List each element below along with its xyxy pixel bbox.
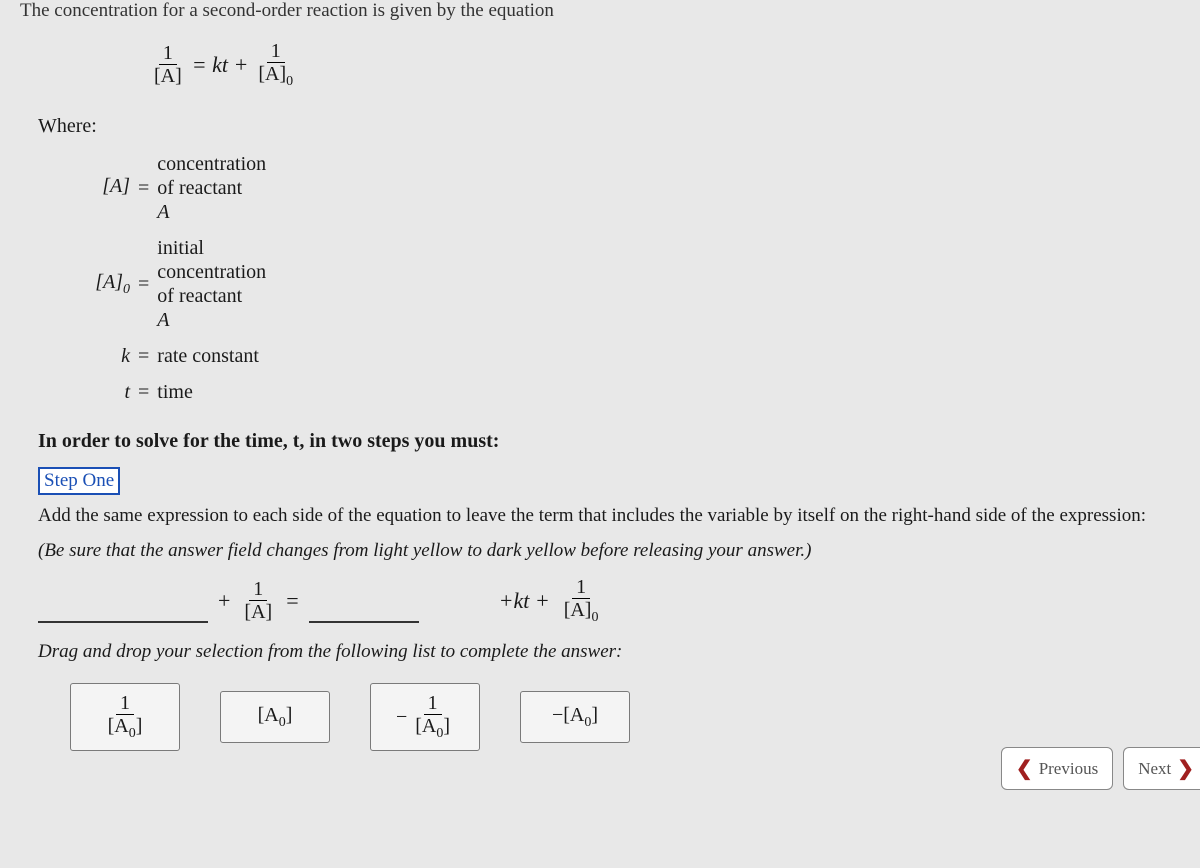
def-row: k = rate constant xyxy=(70,344,1180,368)
hint-text: (Be sure that the answer field changes f… xyxy=(20,540,1180,576)
frac-den: [A] xyxy=(150,65,186,87)
def-text: time xyxy=(157,380,193,404)
next-button[interactable]: Next ❯ xyxy=(1123,747,1200,790)
previous-label: Previous xyxy=(1039,759,1099,779)
equals-sign: = xyxy=(286,588,298,614)
drop-target-left[interactable] xyxy=(38,579,208,623)
frac-den: [A]0 xyxy=(254,63,297,89)
chevron-left-icon: ❮ xyxy=(1016,756,1033,781)
previous-button[interactable]: ❮ Previous xyxy=(1001,747,1113,790)
option-1-over-a0[interactable]: 1 [A0] xyxy=(70,683,180,750)
frac-num: 1 xyxy=(159,42,177,65)
frac-den: [A]0 xyxy=(560,599,603,625)
def-row: t = time xyxy=(70,380,1180,404)
answer-equation-row: + 1 [A] = +kt + 1 [A]0 xyxy=(20,576,1180,641)
def-symbol: [A]0 xyxy=(70,271,130,298)
def-symbol: k xyxy=(70,345,130,368)
where-label: Where: xyxy=(20,109,1180,152)
def-text: initial concentration of reactant A xyxy=(157,236,266,332)
def-text: concentration of reactant A xyxy=(157,152,266,224)
frac-den: [A] xyxy=(240,601,276,623)
instruction-heading: In order to solve for the time, t, in tw… xyxy=(20,416,1180,463)
definition-list: [A] = concentration of reactant A [A]0 =… xyxy=(20,152,1180,404)
def-text: rate constant xyxy=(157,344,259,368)
next-label: Next xyxy=(1138,759,1171,779)
frac-num: 1 xyxy=(267,40,285,63)
step-one-badge: Step One xyxy=(38,467,120,495)
step-description: Add the same expression to each side of … xyxy=(20,503,1180,540)
main-equation: 1 [A] = kt + 1 [A]0 xyxy=(20,32,1180,109)
eq-mid: = kt + xyxy=(192,52,249,78)
eq-mid: +kt + xyxy=(499,588,550,614)
frac-num: 1 xyxy=(572,576,590,599)
option-neg-a0[interactable]: −[A0] xyxy=(520,691,630,743)
option-a0[interactable]: [A0] xyxy=(220,691,330,743)
equals-sign: = xyxy=(138,345,149,368)
drop-target-right[interactable] xyxy=(309,579,419,623)
drag-instruction: Drag and drop your selection from the fo… xyxy=(20,641,1180,683)
plus-sign: + xyxy=(218,588,230,614)
options-row: 1 [A0] [A0] − 1 [A0] −[A0] xyxy=(20,683,1180,750)
def-symbol: [A] xyxy=(70,175,130,202)
nav-buttons: ❮ Previous Next ❯ xyxy=(1001,747,1200,790)
def-symbol: t xyxy=(70,381,130,404)
equals-sign: = xyxy=(138,273,149,296)
option-neg-1-over-a0[interactable]: − 1 [A0] xyxy=(370,683,480,750)
def-row: [A] = concentration of reactant A xyxy=(70,152,1180,224)
def-row: [A]0 = initial concentration of reactant… xyxy=(70,236,1180,332)
frac-num: 1 xyxy=(249,578,267,601)
chevron-right-icon: ❯ xyxy=(1177,756,1194,781)
intro-text-cut: The concentration for a second-order rea… xyxy=(20,0,1180,32)
equals-sign: = xyxy=(138,381,149,404)
equals-sign: = xyxy=(138,177,149,200)
